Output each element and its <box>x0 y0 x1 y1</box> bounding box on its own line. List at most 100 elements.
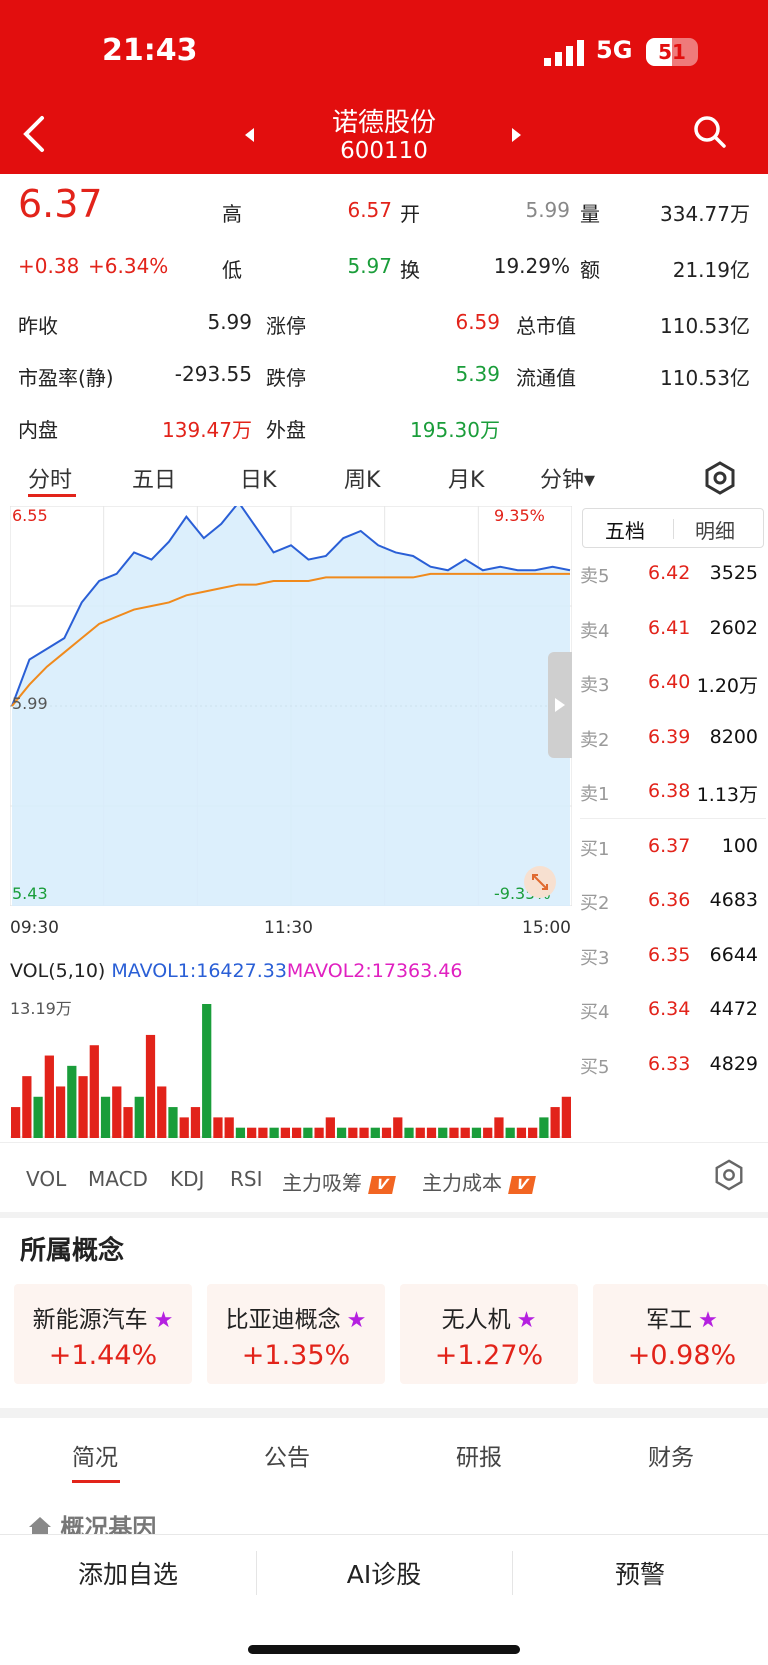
high-value: 6.57 <box>347 198 392 222</box>
tab-intraday[interactable]: 分时 <box>28 468 73 493</box>
tab-minute[interactable]: 分钟▾ <box>540 468 596 493</box>
intraday-chart[interactable] <box>10 506 572 906</box>
level-label: 卖1 <box>580 784 610 805</box>
tab-overview[interactable]: 简况 <box>72 1445 118 1471</box>
tab-monthly-k[interactable]: 月K <box>448 468 485 493</box>
volume-bar <box>415 1127 425 1138</box>
volume-bar <box>22 1076 32 1138</box>
chart-settings-icon[interactable] <box>702 460 738 496</box>
volume-bar <box>381 1127 392 1138</box>
star-icon: ★ <box>153 1308 174 1333</box>
ind-main-absorb[interactable]: 主力吸筹 V <box>282 1167 396 1196</box>
low-value: 5.97 <box>347 254 392 278</box>
low-label: 低 <box>222 258 242 282</box>
limit-up-value: 6.59 <box>455 310 500 334</box>
level-volume: 8200 <box>709 725 758 748</box>
volume-bar <box>426 1127 437 1138</box>
price-line <box>11 506 571 707</box>
tab-finance[interactable]: 财务 <box>648 1445 694 1471</box>
prev-close-label: 昨收 <box>18 314 58 338</box>
orderbook-row: 买2 6.36 4683 <box>580 889 766 919</box>
level-price: 6.41 <box>648 616 691 639</box>
home-indicator <box>248 1645 520 1654</box>
ai-diagnosis-button[interactable]: AI诊股 <box>346 1560 422 1589</box>
volume-bar <box>100 1096 111 1138</box>
prev-close-value: 5.99 <box>207 310 252 334</box>
volume-bar <box>505 1127 515 1138</box>
concept-card[interactable]: 无人机 ★ +1.27% <box>400 1284 578 1384</box>
volume-bar <box>213 1117 223 1138</box>
orderbook-toggle-handle[interactable] <box>548 652 572 758</box>
ind-vol[interactable]: VOL <box>26 1167 67 1191</box>
ind-main-cost[interactable]: 主力成本 V <box>422 1167 536 1196</box>
tab-announcements[interactable]: 公告 <box>264 1445 310 1471</box>
y-max-label: 6.55 <box>12 506 48 525</box>
inner-label: 内盘 <box>18 418 58 442</box>
volume-bar <box>460 1127 470 1138</box>
market-cap-value: 110.53亿 <box>660 314 750 338</box>
volume-bar <box>202 1004 212 1138</box>
volume-bar <box>269 1127 279 1138</box>
next-stock-icon[interactable] <box>510 126 524 144</box>
tab-five-levels[interactable]: 五档 <box>605 519 645 543</box>
volume-bar <box>528 1127 538 1138</box>
ind-kdj[interactable]: KDJ <box>170 1167 205 1191</box>
star-icon: ★ <box>698 1308 718 1333</box>
level-volume: 1.20万 <box>696 675 758 697</box>
back-arrow-icon[interactable] <box>18 114 54 154</box>
tab-details[interactable]: 明细 <box>695 519 735 543</box>
tab-weekly-k[interactable]: 周K <box>344 468 381 493</box>
chart-tabs: 分时 五日 日K 周K 月K 分钟▾ <box>0 458 768 500</box>
volume-bar <box>336 1127 347 1138</box>
volume-bar <box>235 1127 246 1138</box>
concept-card[interactable]: 新能源汽车 ★ +1.44% <box>14 1284 192 1384</box>
tab-daily-k[interactable]: 日K <box>240 468 277 493</box>
alert-button[interactable]: 预警 <box>614 1560 665 1589</box>
concept-card[interactable]: 军工 ★ +0.98% <box>593 1284 768 1384</box>
level-label: 卖5 <box>580 566 610 587</box>
level-label: 买4 <box>580 1002 610 1023</box>
volume-bar <box>55 1086 66 1138</box>
orderbook-row: 买5 6.33 4829 <box>580 1053 766 1083</box>
level-price: 6.33 <box>648 1052 691 1075</box>
level-label: 卖2 <box>580 729 610 751</box>
pct-max-label: 9.35% <box>494 506 545 525</box>
level-label: 买2 <box>580 893 610 914</box>
turnover-value: 19.29% <box>493 254 570 278</box>
avg-price-line <box>11 572 570 707</box>
volume-bar <box>449 1127 459 1138</box>
level-price: 6.34 <box>648 998 691 1020</box>
volume-bar <box>145 1034 156 1138</box>
indicator-settings-icon[interactable] <box>712 1158 746 1192</box>
time-start: 09:30 <box>10 918 59 938</box>
pe-value: -293.55 <box>174 362 252 386</box>
ind-macd[interactable]: MACD <box>88 1167 148 1191</box>
level-label: 卖3 <box>580 675 610 696</box>
amount-value: 21.19亿 <box>672 258 750 282</box>
volume-bar <box>404 1127 414 1138</box>
level-volume: 100 <box>721 834 758 857</box>
volume-header: VOL(5,10) MAVOL1:16427.33MAVOL2:17363.46 <box>10 960 462 982</box>
bottom-action-bar: 添加自选 AI诊股 预警 <box>0 1534 768 1665</box>
home-icon <box>29 1517 51 1537</box>
amount-label: 额 <box>580 258 600 282</box>
status-time: 21:43 <box>102 33 198 68</box>
vip-icon: V <box>508 1175 536 1194</box>
search-icon[interactable] <box>692 114 728 150</box>
tab-5day[interactable]: 五日 <box>132 468 177 493</box>
level-volume: 4829 <box>709 1052 758 1075</box>
prev-stock-icon[interactable] <box>242 126 256 144</box>
level-price: 6.42 <box>648 562 691 584</box>
level-label: 卖4 <box>580 620 610 642</box>
level-label: 买3 <box>580 947 610 969</box>
vol-max-label: 13.19万 <box>10 999 72 1018</box>
volume-bar <box>67 1065 77 1138</box>
stock-code: 600110 <box>340 138 428 164</box>
ind-rsi[interactable]: RSI <box>230 1167 263 1191</box>
expand-icon[interactable] <box>524 866 556 898</box>
volume-bar <box>11 1107 21 1138</box>
tab-research[interactable]: 研报 <box>456 1445 502 1471</box>
concept-card[interactable]: 比亚迪概念 ★ +1.35% <box>207 1284 385 1384</box>
add-watchlist-button[interactable]: 添加自选 <box>77 1560 178 1589</box>
volume-bar <box>78 1076 88 1138</box>
